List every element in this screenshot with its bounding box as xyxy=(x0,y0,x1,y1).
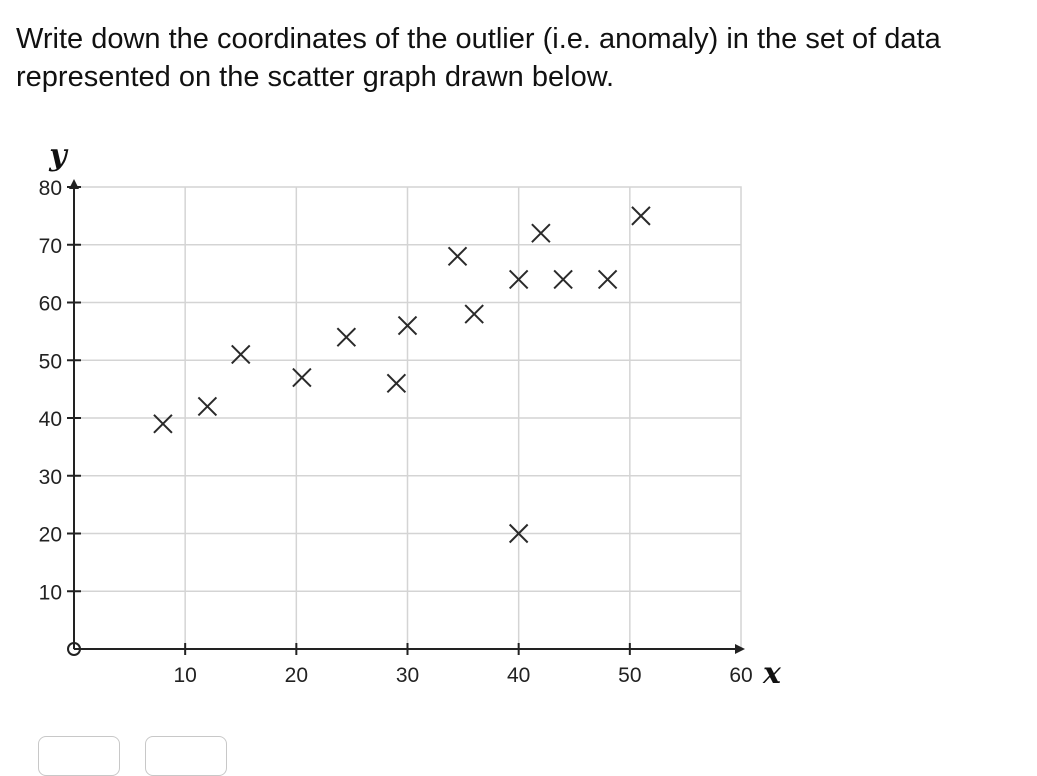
question-line-2: represented on the scatter graph drawn b… xyxy=(16,61,615,93)
scatter-graph: 01020304050601020304050607080xy xyxy=(39,138,782,690)
data-point xyxy=(553,269,573,290)
data-point xyxy=(153,414,173,434)
y-tick-label: 60 xyxy=(39,293,62,316)
x-tick-label: 10 xyxy=(173,664,196,687)
question-line-1: Write down the coordinates of the outlie… xyxy=(16,23,941,55)
data-point xyxy=(508,269,529,290)
data-point-stroke xyxy=(153,414,173,434)
data-point-stroke xyxy=(553,269,573,290)
data-point xyxy=(197,396,218,417)
x-axis-label: x xyxy=(762,656,782,690)
data-point-stroke xyxy=(597,269,618,290)
origin-marker xyxy=(67,642,81,656)
data-point xyxy=(386,373,407,394)
data-point xyxy=(508,523,529,544)
data-point-stroke xyxy=(386,373,407,394)
data-point xyxy=(464,304,484,324)
data-point-stroke xyxy=(631,206,651,226)
y-tick-label: 30 xyxy=(39,466,62,489)
y-tick-label: 20 xyxy=(39,524,62,547)
y-axis-label: y xyxy=(48,138,69,173)
x-tick-label: 50 xyxy=(618,664,641,687)
data-point-stroke xyxy=(397,315,418,336)
data-point-stroke xyxy=(292,367,312,388)
data-point xyxy=(231,344,251,365)
answer-input-2[interactable] xyxy=(145,736,227,776)
data-point-stroke xyxy=(508,523,529,544)
y-tick-label: 70 xyxy=(39,235,62,258)
data-point xyxy=(631,206,651,226)
data-point xyxy=(447,246,468,267)
y-tick-label: 10 xyxy=(39,581,62,604)
data-point xyxy=(292,367,312,388)
data-point-stroke xyxy=(447,246,468,267)
y-tick-label: 50 xyxy=(39,350,62,373)
x-tick-label: 60 xyxy=(729,664,752,687)
data-point-stroke xyxy=(508,269,529,290)
y-tick-label: 80 xyxy=(39,177,62,200)
y-tick-label: 40 xyxy=(39,408,62,431)
data-point xyxy=(336,327,357,347)
x-axis-arrow xyxy=(735,644,745,654)
data-point xyxy=(597,269,618,290)
data-point-stroke xyxy=(231,344,251,365)
x-tick-label: 20 xyxy=(285,664,308,687)
question-text: Write down the coordinates of the outlie… xyxy=(16,20,1016,96)
data-point-stroke xyxy=(531,223,551,243)
data-point-stroke xyxy=(464,304,484,324)
data-point xyxy=(397,315,418,336)
data-point-stroke xyxy=(336,327,357,347)
x-tick-label: 30 xyxy=(396,664,419,687)
x-tick-label: 40 xyxy=(507,664,530,687)
data-point-stroke xyxy=(197,396,218,417)
data-point xyxy=(531,223,551,243)
answer-input-1[interactable] xyxy=(38,736,120,776)
